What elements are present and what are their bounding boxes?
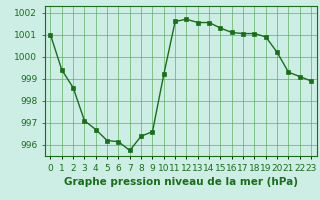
X-axis label: Graphe pression niveau de la mer (hPa): Graphe pression niveau de la mer (hPa) <box>64 177 298 187</box>
